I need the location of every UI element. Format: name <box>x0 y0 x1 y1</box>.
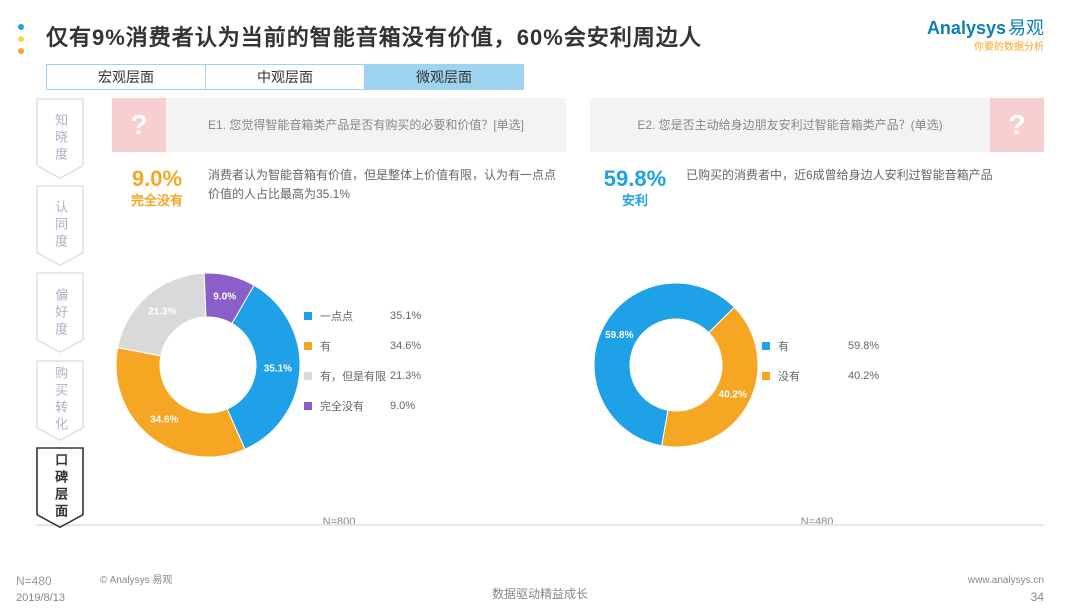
sample-n-e2: N=480 <box>590 516 1044 528</box>
deco-dots <box>18 24 24 60</box>
svg-text:59.8%: 59.8% <box>605 330 633 341</box>
svg-text:35.1%: 35.1% <box>264 364 292 375</box>
legend-e1: 一点点35.1% 有34.6% 有，但是有限21.3% 完全没有9.0% <box>304 308 421 428</box>
question-text-e1: E1. 您觉得智能音箱类产品是否有购买的必要和价值？[单选] <box>166 98 566 152</box>
footer: N=480 © Analysys 易观 2019/8/13 数据驱动精益成长 w… <box>0 572 1080 608</box>
svg-text:9.0%: 9.0% <box>213 292 236 303</box>
tab-2[interactable]: 微观层面 <box>364 64 524 90</box>
footer-n: N=480 <box>16 574 52 588</box>
footer-site: www.analysys.cn <box>968 575 1044 586</box>
donut-chart-e1: 35.1% 34.6% 21.3% 9.0% <box>112 269 304 466</box>
level-tabs: 宏观层面中观层面微观层面 <box>46 64 1044 90</box>
panel-e1: ? E1. 您觉得智能音箱类产品是否有购买的必要和价值？[单选] 9.0% 完全… <box>112 98 566 528</box>
footer-tagline: 数据驱动精益成长 <box>492 585 588 602</box>
question-header-e1: ? E1. 您觉得智能音箱类产品是否有购买的必要和价值？[单选] <box>112 98 566 152</box>
tab-1[interactable]: 中观层面 <box>205 64 365 90</box>
svg-text:34.6%: 34.6% <box>150 414 178 425</box>
funnel-item-2[interactable]: 偏好度 <box>36 272 84 353</box>
legend-item: 一点点35.1% <box>304 308 421 324</box>
logo-name-cn: 易观 <box>1008 18 1044 38</box>
legend-item: 完全没有9.0% <box>304 398 421 414</box>
question-mark-icon: ? <box>112 98 166 152</box>
footer-copyright: © Analysys 易观 <box>100 571 172 586</box>
funnel-item-4[interactable]: 口碑层面 <box>36 447 84 528</box>
bignum-e2-label: 安利 <box>590 190 680 209</box>
bignum-e1-value: 9.0% <box>112 166 202 192</box>
svg-text:40.2%: 40.2% <box>719 389 747 400</box>
sample-n-e1: N=800 <box>112 516 566 528</box>
question-header-e2: ? E2. 您是否主动给身边朋友安利过智能音箱类产品？(单选) <box>590 98 1044 152</box>
bignum-e2: 59.8% 安利 <box>590 166 680 209</box>
separator-line <box>36 524 1044 526</box>
tab-0[interactable]: 宏观层面 <box>46 64 206 90</box>
funnel-item-0[interactable]: 知晓度 <box>36 98 84 179</box>
footer-page-number: 34 <box>1031 590 1044 604</box>
bignum-e1-label: 完全没有 <box>112 190 202 209</box>
donut-chart-e2: 59.8% 40.2% <box>590 279 762 456</box>
legend-item: 有34.6% <box>304 338 421 354</box>
brand-logo: Analysys易观 你要的数据分析 <box>927 14 1044 53</box>
footer-date: 2019/8/13 <box>16 592 65 604</box>
panel-e2: ? E2. 您是否主动给身边朋友安利过智能音箱类产品？(单选) 59.8% 安利… <box>590 98 1044 528</box>
legend-item: 有59.8% <box>762 338 879 354</box>
summary-desc-e2: 已购买的消费者中，近6成曾给身边人安利过智能音箱产品 <box>680 166 1044 185</box>
funnel-item-3[interactable]: 购买转化 <box>36 360 84 441</box>
logo-tagline: 你要的数据分析 <box>927 38 1044 53</box>
bignum-e2-value: 59.8% <box>590 166 680 192</box>
legend-item: 没有40.2% <box>762 368 879 384</box>
logo-name-en: Analysys <box>927 18 1006 39</box>
summary-desc-e1: 消费者认为智能音箱有价值，但是整体上价值有限，认为有一点点价值的人占比最高为35… <box>202 166 566 204</box>
legend-item: 有，但是有限21.3% <box>304 368 421 384</box>
page-title: 仅有9%消费者认为当前的智能音箱没有价值，60%会安利周边人 <box>46 20 1044 52</box>
question-text-e2: E2. 您是否主动给身边朋友安利过智能音箱类产品？(单选) <box>590 98 990 152</box>
funnel-item-1[interactable]: 认同度 <box>36 185 84 266</box>
bignum-e1: 9.0% 完全没有 <box>112 166 202 209</box>
question-mark-icon: ? <box>990 98 1044 152</box>
funnel-sidebar: 知晓度认同度偏好度购买转化口碑层面 <box>36 98 84 528</box>
svg-text:21.3%: 21.3% <box>148 307 176 318</box>
legend-e2: 有59.8% 没有40.2% <box>762 338 879 398</box>
